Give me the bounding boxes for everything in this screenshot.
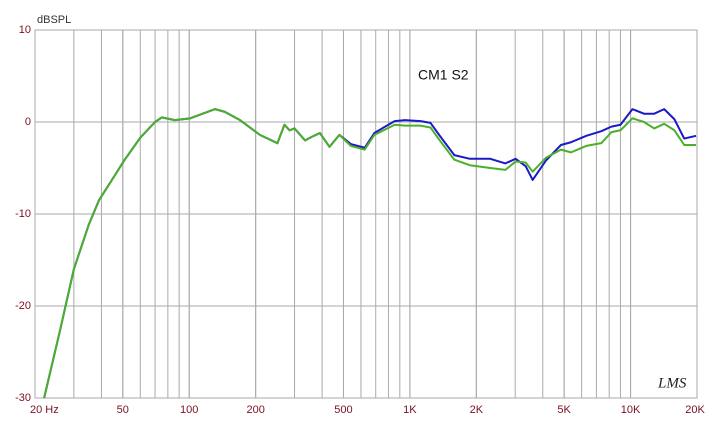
x-tick-label: 1K [403,404,417,416]
y-tick-label: -20 [15,300,31,312]
y-tick-label: 10 [19,24,31,36]
x-tick-label: 100 [180,404,198,416]
x-tick-label: 5K [557,404,571,416]
x-tick-label: 2K [470,404,484,416]
annotation: CM1 S2 [418,67,469,83]
x-tick-label: 20 Hz [30,404,59,416]
x-tick-label: 50 [117,404,129,416]
x-tick-label: 10K [621,404,641,416]
x-tick-label: 20K [685,404,705,416]
y-tick-label: -10 [15,208,31,220]
watermark: LMS [657,375,687,391]
y-tick-label: 0 [25,116,31,128]
x-tick-label: 500 [334,404,352,416]
series-line [43,108,697,399]
y-axis-label: dBSPL [37,14,71,26]
x-tick-label: 200 [246,404,264,416]
y-tick-label: -30 [15,392,31,404]
